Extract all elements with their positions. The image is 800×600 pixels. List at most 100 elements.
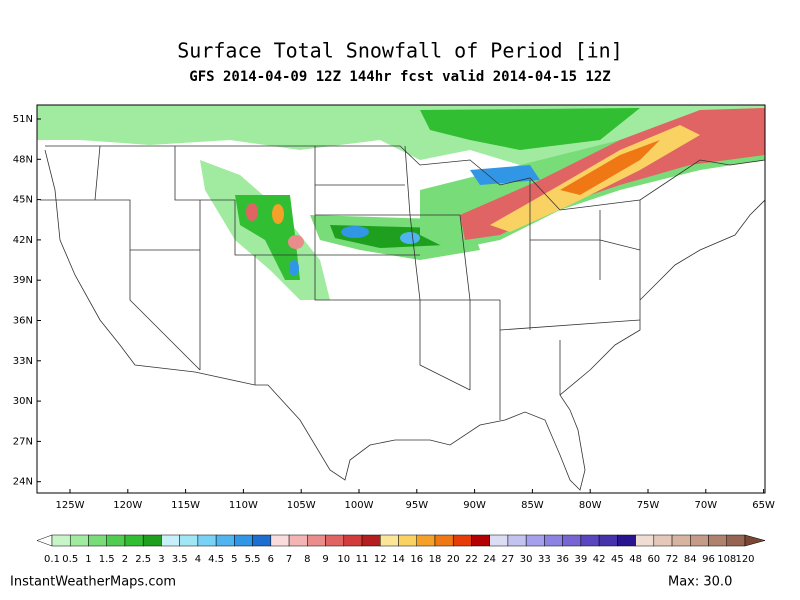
- colorbar-label: 42: [593, 554, 606, 565]
- colorbar-swatch: [489, 534, 509, 547]
- lat-label: 33N: [13, 356, 33, 367]
- colorbar-swatch: [270, 534, 290, 547]
- colorbar-swatch: [416, 534, 436, 547]
- colorbar-swatch: [142, 534, 162, 547]
- colorbar-label: 96: [702, 554, 715, 565]
- colorbar-label: 0.5: [62, 554, 78, 565]
- colorbar-label: 72: [666, 554, 679, 565]
- colorbar-label: 11: [356, 554, 369, 565]
- title: Surface Total Snowfall of Period [in]: [177, 39, 623, 63]
- lon-label: 65W: [752, 500, 775, 511]
- colorbar-swatch: [580, 534, 600, 547]
- colorbar-label: 12: [374, 554, 387, 565]
- snow-area: [246, 203, 258, 221]
- lat-label: 39N: [13, 275, 33, 286]
- lat-label: 51N: [13, 114, 33, 125]
- colorbar-label: 2: [122, 554, 128, 565]
- source: InstantWeatherMaps.com: [10, 575, 176, 590]
- colorbar-label: 1.5: [99, 554, 115, 565]
- colorbar-swatch: [562, 534, 582, 547]
- colorbar-swatch: [598, 534, 618, 547]
- colorbar-label: 30: [520, 554, 533, 565]
- colorbar-swatch: [307, 534, 326, 547]
- colorbar-label: 33: [538, 554, 551, 565]
- colorbar-swatch: [544, 534, 563, 547]
- snow-area: [288, 235, 304, 249]
- colorbar-label: 3.5: [172, 554, 188, 565]
- colorbar-swatch: [434, 534, 454, 547]
- colorbar-swatch: [51, 534, 71, 547]
- colorbar-label: 14: [392, 554, 405, 565]
- colorbar-label: 120: [735, 554, 754, 565]
- lon-label: 105W: [287, 500, 316, 511]
- colorbar-label: 10: [337, 554, 350, 565]
- lat-label: 27N: [13, 436, 33, 447]
- colorbar-swatch: [252, 534, 272, 547]
- lon-label: 80W: [579, 500, 602, 511]
- lon-label: 110W: [229, 500, 258, 511]
- lon-label: 115W: [171, 500, 200, 511]
- colorbar-end: [744, 534, 766, 547]
- colorbar-swatch: [88, 534, 107, 547]
- colorbar-swatch: [69, 534, 89, 547]
- colorbar-label: 27: [502, 554, 515, 565]
- colorbar-swatch: [361, 534, 381, 547]
- snow-area: [420, 108, 640, 150]
- colorbar-swatch: [452, 534, 472, 547]
- colorbar-swatch: [635, 534, 655, 547]
- lat-label: 36N: [13, 316, 33, 327]
- colorbar-swatch: [471, 534, 490, 547]
- colorbar-swatch: [234, 534, 253, 547]
- colorbar-label: 3: [158, 554, 164, 565]
- colorbar-swatch: [525, 534, 545, 547]
- map-frame: [36, 104, 766, 494]
- subtitle: GFS 2014-04-09 12Z 144hr fcst valid 2014…: [189, 69, 610, 85]
- colorbar-swatch: [197, 534, 217, 547]
- colorbar-swatch: [343, 534, 363, 547]
- colorbar-label: 1: [85, 554, 91, 565]
- colorbar-label: 48: [629, 554, 642, 565]
- colorbar-swatch: [325, 534, 345, 547]
- colorbar-label: 7: [286, 554, 292, 565]
- lon-label: 100W: [345, 500, 374, 511]
- colorbar-swatch: [726, 534, 746, 547]
- map: 51N 48N 45N 42N 39N 36N 33N 30N 27N 24N 125W 120W 1…: [13, 104, 775, 511]
- colorbar-swatch: [507, 534, 527, 547]
- colorbar-swatch: [380, 534, 399, 547]
- max-value: Max: 30.0: [668, 575, 732, 590]
- colorbar-label: 22: [465, 554, 478, 565]
- colorbar-swatch: [708, 534, 728, 547]
- colorbar-swatch: [671, 534, 691, 547]
- snow-area: [289, 260, 299, 276]
- colorbar-swatch: [288, 534, 308, 547]
- colorbar-swatch: [161, 534, 180, 547]
- colorbar-swatch: [398, 534, 417, 547]
- border: [45, 145, 765, 211]
- snow-area: [560, 140, 660, 195]
- lon-label: 90W: [463, 500, 486, 511]
- lon-label: 95W: [405, 500, 428, 511]
- colorbar-label: 39: [575, 554, 588, 565]
- colorbar-swatch: [653, 534, 673, 547]
- lon-label: 125W: [56, 500, 85, 511]
- colorbar-label: 5: [231, 554, 237, 565]
- colorbar-label: 8: [304, 554, 310, 565]
- colorbar-label: 0.1: [44, 554, 60, 565]
- colorbar-label: 4.5: [208, 554, 224, 565]
- colorbar-swatch: [617, 534, 636, 547]
- colorbar-swatch: [106, 534, 126, 547]
- snow-area: [272, 204, 284, 224]
- coastline: [44, 149, 765, 491]
- colorbar-label: 4: [195, 554, 201, 565]
- colorbar-swatch: [690, 534, 709, 547]
- lat-label: 30N: [13, 396, 33, 407]
- colorbar-label: 60: [647, 554, 660, 565]
- colorbar-label: 9: [322, 554, 328, 565]
- colorbar-swatch: [124, 534, 144, 547]
- lon-label: 120W: [113, 500, 142, 511]
- colorbar-label: 108: [717, 554, 736, 565]
- snow-area: [341, 226, 369, 238]
- colorbar-end: [36, 534, 53, 547]
- colorbar-label: 16: [410, 554, 423, 565]
